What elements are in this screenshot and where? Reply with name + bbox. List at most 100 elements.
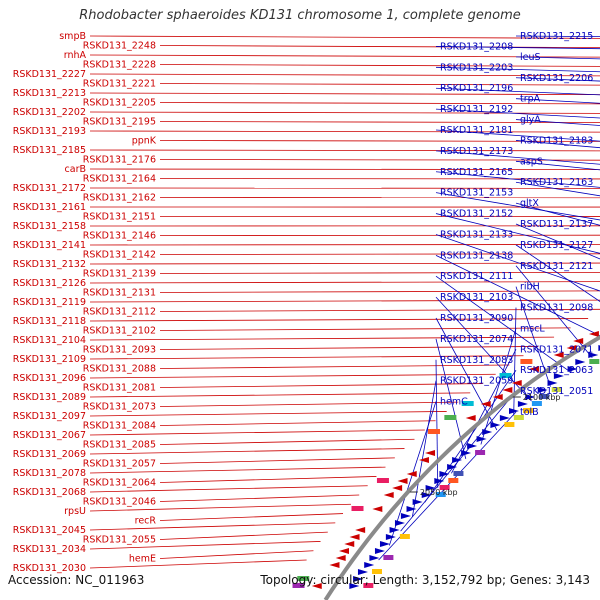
gene-label[interactable]: RSKD131_2161 xyxy=(13,202,86,213)
gene-label[interactable]: RSKD131_2151 xyxy=(83,212,156,223)
gene-label[interactable]: RSKD131_2112 xyxy=(83,307,156,318)
label-callout-line xyxy=(159,550,314,559)
gene-label[interactable]: mscL xyxy=(520,323,545,334)
gene-label[interactable]: RSKD131_2228 xyxy=(83,60,156,71)
gene-label[interactable]: smpB xyxy=(59,31,86,42)
gene-label[interactable]: RSKD131_2165 xyxy=(440,167,513,178)
gene-label[interactable]: RSKD131_2083 xyxy=(440,355,513,366)
gene-label[interactable]: RSKD131_2142 xyxy=(83,250,156,261)
gene-label[interactable]: RSKD131_2104 xyxy=(13,335,86,346)
gene-label[interactable]: rpsU xyxy=(64,506,86,517)
gene-label[interactable]: RSKD131_2132 xyxy=(13,259,86,270)
gene-label[interactable]: RSKD131_2057 xyxy=(83,459,156,470)
gene-label[interactable]: RSKD131_2046 xyxy=(83,497,156,508)
gene-label[interactable]: RSKD131_2067 xyxy=(13,430,86,441)
gene-label[interactable]: RSKD131_2202 xyxy=(13,107,86,118)
gene-label[interactable]: RSKD131_2205 xyxy=(83,98,156,109)
gene-label[interactable]: RSKD131_2064 xyxy=(83,478,156,489)
gene-label[interactable]: RSKD131_2181 xyxy=(440,125,513,136)
gene-label[interactable]: gltX xyxy=(520,198,539,209)
gene-label[interactable]: rnhA xyxy=(64,50,87,61)
gene-label[interactable]: aspS xyxy=(520,156,543,167)
chromosome-backbone xyxy=(323,334,600,600)
gene-label[interactable]: RSKD131_2158 xyxy=(13,221,86,232)
gene-label[interactable]: RSKD131_2078 xyxy=(13,468,86,479)
gene-label[interactable]: RSKD131_2127 xyxy=(520,240,593,251)
gene-label[interactable]: glyA xyxy=(520,115,541,126)
gene-label[interactable]: trpA xyxy=(520,94,541,105)
gene-label[interactable]: RSKD131_2215 xyxy=(520,31,593,42)
gene-label[interactable]: hemC xyxy=(440,397,468,408)
gene-label[interactable]: RSKD131_2221 xyxy=(83,79,156,90)
gene-label[interactable]: ppnK xyxy=(132,136,157,147)
gene-label[interactable]: RSKD131_2119 xyxy=(13,297,86,308)
gene-label[interactable]: RSKD131_2146 xyxy=(83,231,156,242)
gene-label[interactable]: RSKD131_2248 xyxy=(83,41,156,52)
gene-label[interactable]: RSKD131_2081 xyxy=(83,383,156,394)
forward-gene-box xyxy=(399,534,410,539)
gene-label[interactable]: RSKD131_2173 xyxy=(440,146,513,157)
gene-label[interactable]: RSKD131_2206 xyxy=(520,73,593,84)
gene-label[interactable]: RSKD131_2085 xyxy=(83,440,156,451)
gene-label[interactable]: RSKD131_2183 xyxy=(520,135,593,146)
gene-label[interactable]: RSKD131_2162 xyxy=(83,193,156,204)
gene-label[interactable]: RSKD131_2172 xyxy=(13,183,86,194)
gene-label[interactable]: recR xyxy=(135,516,157,527)
gene-label[interactable]: RSKD131_2213 xyxy=(13,88,86,99)
gene-label[interactable]: RSKD131_2030 xyxy=(13,563,86,574)
gene-label[interactable]: RSKD131_2193 xyxy=(13,126,86,137)
gene-label[interactable]: RSKD131_2093 xyxy=(83,345,156,356)
gene-label[interactable]: RSKD131_2185 xyxy=(13,145,86,156)
gene-label[interactable]: ribH xyxy=(520,282,540,293)
gene-label[interactable]: RSKD131_2088 xyxy=(83,364,156,375)
gene-label[interactable]: RSKD131_2103 xyxy=(440,292,513,303)
gene-label[interactable]: RSKD131_2118 xyxy=(13,316,86,327)
gene-label[interactable]: RSKD131_2153 xyxy=(440,188,513,199)
gene-label[interactable]: RSKD131_2097 xyxy=(13,411,86,422)
gene-label[interactable]: RSKD131_2074 xyxy=(440,334,513,345)
gene-label[interactable]: RSKD131_2133 xyxy=(440,229,513,240)
gene-label[interactable]: leuS xyxy=(520,52,541,63)
gene-label[interactable]: RSKD131_2131 xyxy=(83,288,156,299)
gene-label[interactable]: RSKD131_2111 xyxy=(440,271,513,282)
gene-label[interactable]: RSKD131_2164 xyxy=(83,174,156,185)
gene-label[interactable]: RSKD131_2208 xyxy=(440,41,513,52)
gene-label[interactable]: RSKD131_2089 xyxy=(13,392,86,403)
gene-label[interactable]: carB xyxy=(65,164,86,175)
gene-label[interactable]: RSKD131_2203 xyxy=(440,62,513,73)
gene-label[interactable]: RSKD131_2109 xyxy=(13,354,86,365)
gene-label[interactable]: RSKD131_2055 xyxy=(83,535,156,546)
gene-label[interactable]: RSKD131_2196 xyxy=(440,83,513,94)
gene-label[interactable]: RSKD131_2063 xyxy=(520,365,593,376)
reverse-gene-arrow xyxy=(329,562,340,568)
gene-label[interactable]: RSKD131_2051 xyxy=(520,386,593,397)
gene-label[interactable]: RSKD131_2068 xyxy=(13,487,86,498)
gene-label[interactable]: RSKD131_2126 xyxy=(13,278,86,289)
gene-label[interactable]: RSKD131_2059 xyxy=(440,376,513,387)
gene-label[interactable]: RSKD131_2090 xyxy=(440,313,513,324)
gene-label[interactable]: RSKD131_2139 xyxy=(83,269,156,280)
gene-label[interactable]: RSKD131_2195 xyxy=(83,117,156,128)
gene-label[interactable]: RSKD131_2141 xyxy=(13,240,86,251)
gene-label[interactable]: RSKD131_2227 xyxy=(13,69,86,80)
gene-label[interactable]: RSKD131_2045 xyxy=(13,525,86,536)
gene-label[interactable]: RSKD131_2096 xyxy=(13,373,86,384)
gene-label[interactable]: RSKD131_2176 xyxy=(83,155,156,166)
gene-label[interactable]: RSKD131_2071 xyxy=(520,344,593,355)
gene-label[interactable]: RSKD131_2034 xyxy=(13,544,86,555)
forward-gene-arrow xyxy=(389,527,400,533)
gene-label[interactable]: RSKD131_2098 xyxy=(520,303,593,314)
gene-label[interactable]: tolB xyxy=(520,407,539,418)
gene-label[interactable]: RSKD131_2152 xyxy=(440,209,513,220)
gene-label[interactable]: RSKD131_2138 xyxy=(440,250,513,261)
gene-label[interactable]: RSKD131_2163 xyxy=(520,177,593,188)
gene-label[interactable]: RSKD131_2121 xyxy=(520,261,593,272)
gene-label[interactable]: RSKD131_2069 xyxy=(13,449,86,460)
gene-label[interactable]: RSKD131_2192 xyxy=(440,104,513,115)
gene-label[interactable]: RSKD131_2084 xyxy=(83,421,156,432)
gene-label[interactable]: RSKD131_2073 xyxy=(83,402,156,413)
gene-label[interactable]: hemE xyxy=(129,554,156,565)
gene-label[interactable]: RSKD131_2102 xyxy=(83,326,156,337)
gene-label[interactable]: RSKD131_2137 xyxy=(520,219,593,230)
